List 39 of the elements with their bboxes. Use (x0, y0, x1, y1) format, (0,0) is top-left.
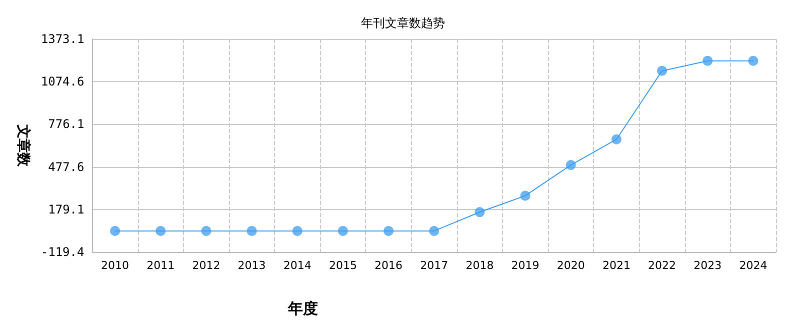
point (292, 226, 302, 236)
y-tick-label: 1373.1 (40, 32, 84, 46)
x-axis-title: 年度 (287, 300, 318, 318)
point (566, 160, 576, 170)
point (338, 226, 348, 236)
point (474, 207, 485, 218)
point (611, 134, 622, 144)
x-tick-label: 2021 (602, 259, 630, 272)
y-tick-label: 1074.6 (40, 74, 84, 89)
point (246, 226, 257, 236)
x-tick-label: 2022 (648, 259, 676, 272)
point (201, 226, 212, 236)
point (156, 226, 166, 236)
point (429, 226, 440, 236)
x-tick-label: 2014 (283, 259, 312, 272)
point (520, 190, 530, 201)
y-tick-label: 179.1 (48, 202, 84, 216)
x-tick-label: 2020 (556, 259, 585, 272)
x-tick-label: 2013 (238, 259, 266, 272)
x-tick-label: 2019 (511, 259, 540, 272)
x-tick-label: 2018 (466, 259, 494, 272)
x-tick-label: 2024 (739, 259, 768, 272)
x-tick-label: 2016 (374, 259, 403, 272)
x-tick-label: 2010 (101, 259, 130, 272)
x-tick-label: 2017 (420, 259, 448, 272)
y-axis-title: 文章数 (15, 124, 32, 168)
x-tick-label: 2012 (192, 259, 220, 272)
y-tick-label: 776.1 (48, 117, 84, 132)
y-tick-label: -119.4 (40, 245, 84, 259)
x-tick-label: 2023 (694, 259, 722, 272)
x-tick-label: 2015 (328, 259, 357, 272)
y-tick-label: 477.6 (48, 160, 84, 174)
point (110, 226, 120, 236)
point (657, 66, 668, 76)
point (384, 226, 394, 236)
point (748, 56, 758, 66)
point (702, 56, 713, 66)
x-tick-label: 2011 (146, 259, 175, 272)
chart-title: 年刊文章数趋势 (361, 16, 445, 30)
